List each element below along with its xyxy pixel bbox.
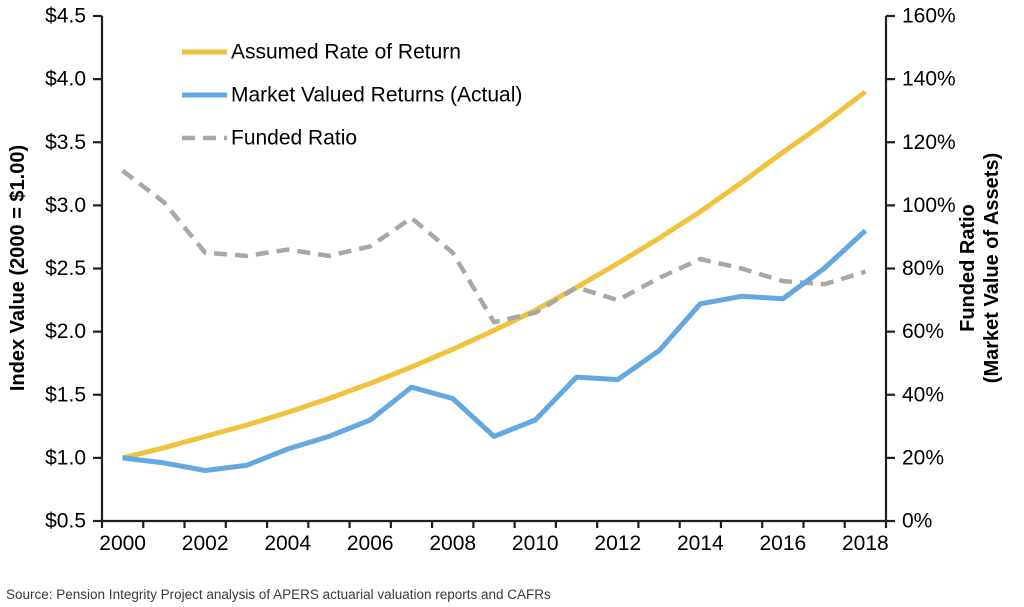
left-axis-tick-label: $1.0 (45, 446, 86, 469)
right-axis-tick-label: 40% (902, 383, 944, 406)
x-axis-tick-label: 2014 (677, 532, 724, 555)
left-axis-tick-label: $3.0 (45, 194, 86, 217)
left-axis-title: Index Value (2000 = $1.00) (7, 145, 29, 391)
right-axis-tick-label: 20% (902, 446, 944, 469)
right-axis-tick-label: 100% (902, 194, 956, 217)
right-axis-tick-label: 140% (902, 68, 956, 91)
right-axis-tick-label: 120% (902, 131, 956, 154)
x-axis-tick-label: 2018 (842, 532, 889, 555)
right-axis-tick-label: 80% (902, 257, 944, 280)
series-line-funded-ratio (121, 168, 867, 325)
right-axis-tick-label: 60% (902, 320, 944, 343)
x-axis-tick-label: 2000 (99, 532, 146, 555)
right-axis-title-line1: Funded Ratio (957, 204, 979, 332)
right-axis-tick-label: 0% (902, 510, 932, 533)
legend-item-assumed-rate-of-return: Assumed Rate of Return (182, 41, 461, 64)
left-axis-tick-label: $4.5 (45, 5, 86, 28)
legend-item-funded-ratio: Funded Ratio (182, 127, 357, 150)
left-axis-tick-label: $2.0 (45, 320, 86, 343)
left-axis-tick-label: $3.5 (45, 131, 86, 154)
left-axis-tick-label: $1.5 (45, 383, 86, 406)
legend-item-market-valued-returns-actual: Market Valued Returns (Actual) (182, 84, 522, 107)
legend: Assumed Rate of Return Market Valued Retu… (182, 41, 522, 150)
source-note: Source: Pension Integrity Project analys… (6, 587, 551, 602)
x-axis-tick-label: 2004 (264, 532, 311, 555)
right-axis-tick-label: 160% (902, 5, 956, 28)
left-axis-tick-label: $0.5 (45, 510, 86, 533)
legend-label: Funded Ratio (231, 127, 357, 150)
x-axis-tick-label: 2006 (347, 532, 394, 555)
left-axis-tick-label: $2.5 (45, 257, 86, 280)
x-axis-tick-label: 2016 (759, 532, 806, 555)
right-axis-title-line2: (Market Value of Assets) (981, 153, 1003, 383)
axes (93, 14, 895, 528)
legend-label: Assumed Rate of Return (231, 41, 461, 64)
series-line-market-valued-returns-actual (122, 228, 868, 473)
left-axis-tick-label: $4.0 (45, 68, 86, 91)
x-axis-tick-label: 2002 (182, 532, 229, 555)
x-axis-tick-label: 2012 (594, 532, 641, 555)
legend-label: Market Valued Returns (Actual) (231, 84, 522, 107)
x-axis-tick-label: 2010 (512, 532, 559, 555)
series-line-assumed-rate-of-return (122, 89, 867, 461)
x-axis-tick-label: 2008 (429, 532, 476, 555)
